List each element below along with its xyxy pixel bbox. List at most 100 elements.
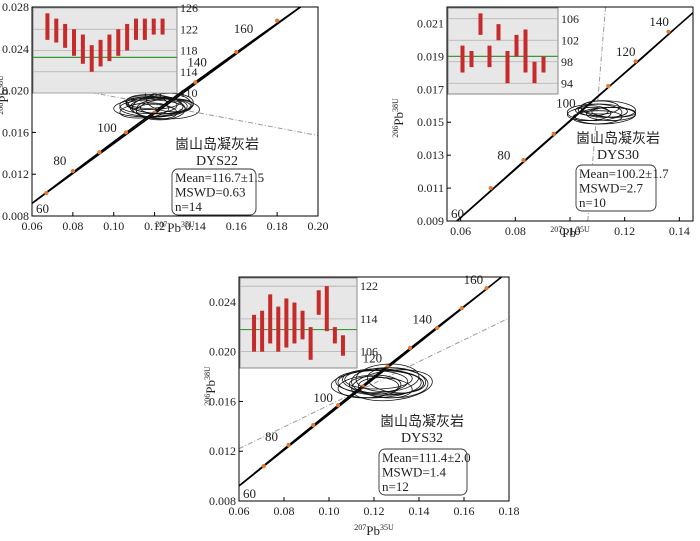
stats-line: n=10: [579, 195, 606, 210]
inset-age-bar: [125, 23, 130, 51]
inset-age-bar: [134, 18, 138, 40]
y-tick-label: 0.020: [209, 345, 236, 359]
error-ellipse: [337, 369, 424, 396]
y-tick-label: 0.016: [2, 125, 29, 139]
x-axis-label-sup: 207: [550, 225, 562, 234]
inset-age-bar: [45, 13, 50, 40]
y-tick-label: 0.024: [209, 295, 236, 309]
inset-frame: [447, 7, 559, 95]
sample-name: 崮山岛凝灰岩: [175, 137, 259, 153]
inset-age-bar: [54, 18, 59, 43]
y-tick-label: 0.028: [2, 0, 29, 14]
error-ellipse: [119, 96, 178, 114]
age-mark: [551, 131, 556, 136]
stats-line: MSWD=1.4: [382, 465, 447, 480]
inset-tick-label: 102: [561, 33, 579, 47]
x-tick-label: 0.18: [499, 504, 520, 518]
inset-age-bar: [80, 34, 85, 64]
y-axis-label-sup: 206: [391, 126, 400, 138]
y-tick-label: 0.013: [417, 148, 444, 162]
stats-line: Mean=111.4±2.0: [382, 450, 471, 465]
sample-id: DYS22: [196, 154, 238, 169]
x-axis-label: 207Pb35U: [155, 220, 195, 235]
age-mark: [434, 325, 440, 331]
error-ellipse: [337, 374, 402, 399]
inset-age-bar: [268, 294, 273, 344]
x-axis-label-sup: 35U: [380, 523, 394, 532]
x-tick-label: 0.14: [669, 224, 690, 238]
age-mark: [44, 190, 49, 196]
age-label: 60: [36, 201, 49, 216]
x-tick-label: 0.08: [274, 504, 295, 518]
x-tick-label: 0.08: [62, 219, 83, 233]
x-tick-label: 0.16: [226, 219, 247, 233]
x-axis-label-main: Pb: [562, 225, 576, 240]
y-tick-label: 0.024: [2, 42, 29, 56]
x-tick-label: 0.10: [319, 504, 340, 518]
y-tick-label: 0.012: [209, 444, 236, 458]
x-tick-label: 0.08: [505, 224, 526, 238]
age-label: 80: [265, 429, 278, 444]
age-mark: [459, 306, 464, 311]
y-tick-label: 0.008: [209, 494, 236, 508]
concordia-panel-DYS30: 60 80 100 120 140 0.06 0.08 0.10 0.12 0.14 0.009 0.…: [391, 6, 694, 240]
age-mark: [193, 80, 198, 85]
error-ellipse: [575, 105, 609, 117]
discordia-line: [32, 80, 318, 137]
inset-age-bar: [72, 29, 76, 56]
stats-line: MSWD=2.7: [579, 181, 644, 196]
x-axis-label: 207Pb35U: [354, 523, 394, 538]
concordia-panel-DYS32: 60 80 100 120 140 160 0.06 0.08 0.10 0.12 0.14 0.16…: [203, 272, 520, 538]
inset-age-bar: [332, 327, 337, 344]
x-axis-label-main: Pb: [167, 220, 181, 235]
inset-tick-label: 122: [180, 22, 198, 36]
x-axis-label-sup: 207: [354, 523, 366, 532]
inset-age-bar: [252, 314, 257, 352]
stats-line: Mean=100.2±1.7: [579, 166, 669, 181]
y-axis-label-sup: 38U: [391, 98, 400, 112]
age-mark: [275, 18, 280, 23]
age-label: 80: [497, 147, 510, 162]
x-tick-label: 0.12: [614, 224, 635, 238]
x-tick-label: 0.20: [308, 219, 329, 233]
inset-tick-label: 126: [180, 1, 198, 15]
y-tick-label: 0.017: [417, 82, 444, 96]
inset-age-bar: [514, 34, 519, 57]
age-label: 120: [616, 44, 636, 59]
age-label: 160: [234, 21, 254, 36]
age-mark: [606, 83, 611, 89]
x-axis-label-sup: 35U: [576, 225, 590, 234]
error-ellipse: [348, 376, 400, 395]
stats-line: Mean=116.7±1.5: [175, 170, 264, 185]
inset-frame: [239, 277, 358, 369]
y-tick-label: 0.008: [2, 209, 29, 223]
stats-box: [171, 168, 257, 216]
error-ellipse: [125, 94, 184, 115]
y-axis-label-main: Pb: [0, 89, 11, 103]
inset-age-bar: [460, 45, 465, 73]
error-ellipse: [577, 103, 628, 118]
age-mark: [261, 464, 266, 469]
x-tick-label: 0.06: [22, 219, 43, 233]
inset-age-bar: [541, 56, 546, 73]
y-tick-label: 0.009: [417, 214, 444, 228]
inset-tick-label: 122: [360, 279, 378, 293]
age-mark: [234, 49, 239, 55]
x-tick-label: 0.06: [229, 504, 250, 518]
age-label: 160: [464, 272, 484, 287]
age-label: 140: [649, 14, 669, 29]
age-mark: [335, 403, 341, 408]
inset-age-bar: [151, 18, 156, 35]
x-tick-label: 0.10: [560, 224, 581, 238]
age-mark: [521, 157, 526, 163]
age-mark: [407, 345, 413, 351]
stats-line: MSWD=0.63: [175, 185, 246, 200]
error-ellipse: [366, 367, 427, 394]
sample-name: 崮山岛凝灰岩: [380, 414, 464, 430]
inset-tick-label: 114: [180, 65, 198, 79]
y-axis-label: 206Pb38U: [203, 366, 218, 406]
inset-tick-label: 106: [561, 12, 579, 26]
inset-age-bar: [469, 51, 474, 68]
inset-age-bar: [496, 24, 501, 41]
y-tick-label: 0.019: [417, 49, 444, 63]
